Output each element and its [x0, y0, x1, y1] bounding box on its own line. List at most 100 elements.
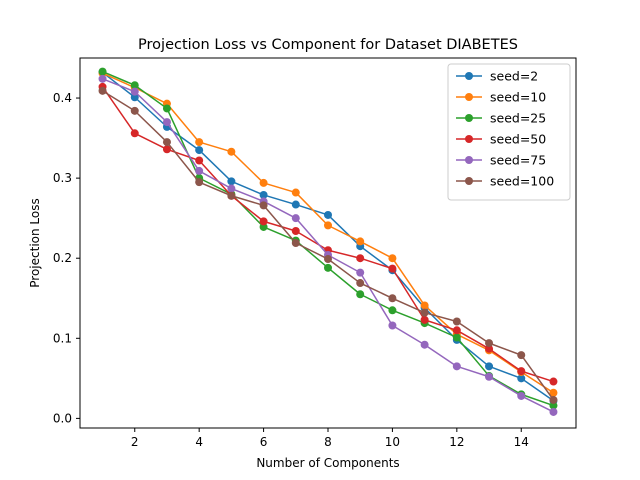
x-tick-label: 8: [324, 435, 332, 449]
y-tick-label: 0.0: [53, 411, 72, 425]
data-point: [162, 104, 171, 113]
data-point: [452, 333, 461, 342]
legend-item: seed=25: [456, 111, 546, 126]
y-tick-label: 0.4: [53, 91, 72, 105]
data-point: [98, 67, 107, 76]
data-point: [259, 222, 268, 231]
data-point: [420, 301, 429, 310]
data-point: [388, 321, 397, 330]
data-point: [485, 372, 494, 381]
data-point: [195, 146, 204, 155]
data-point: [485, 339, 494, 348]
data-point: [549, 388, 558, 397]
data-point: [130, 106, 139, 115]
data-point: [291, 200, 300, 209]
data-point: [420, 315, 429, 324]
legend-label: seed=25: [490, 111, 546, 126]
data-point: [420, 340, 429, 349]
legend-item: seed=10: [456, 90, 546, 105]
data-point: [388, 306, 397, 315]
data-point: [549, 401, 558, 410]
data-point: [452, 362, 461, 371]
legend-label: seed=2: [490, 69, 538, 84]
data-point: [227, 147, 236, 156]
series-seed-75: [98, 74, 558, 416]
data-point: [485, 344, 494, 353]
data-point: [388, 254, 397, 263]
data-point: [130, 81, 139, 90]
legend-label: seed=10: [490, 90, 546, 105]
data-point: [259, 190, 268, 199]
legend-marker: [465, 135, 473, 143]
legend-marker: [465, 93, 473, 101]
data-point: [388, 294, 397, 303]
data-point: [324, 255, 332, 264]
data-point: [291, 226, 300, 235]
data-point: [324, 221, 332, 230]
data-point: [130, 93, 139, 102]
data-point: [195, 166, 204, 175]
data-point: [324, 263, 332, 272]
data-point: [259, 217, 268, 226]
data-point: [291, 239, 300, 247]
data-point: [517, 374, 526, 383]
data-point: [517, 367, 526, 376]
legend-box: [447, 63, 571, 201]
legend-label: seed=75: [490, 153, 546, 168]
legend-item: seed=100: [456, 174, 554, 189]
x-tick-label: 2: [131, 435, 139, 449]
legend: seed=2 seed=10 seed=25 seed=50 seed=75 seed=1…: [447, 63, 571, 201]
data-point: [452, 326, 461, 335]
data-point: [259, 201, 268, 210]
x-tick-label: 14: [514, 435, 529, 449]
data-point: [356, 290, 365, 299]
data-point: [517, 351, 526, 360]
legend-item: seed=75: [456, 153, 546, 168]
x-axis-label: Number of Components: [256, 456, 399, 470]
x-tick-label: 4: [195, 435, 203, 449]
data-point: [227, 191, 236, 200]
data-point: [227, 177, 236, 186]
data-point: [356, 237, 365, 246]
y-tick-label: 0.2: [53, 251, 72, 265]
data-point: [130, 129, 139, 138]
data-point: [130, 87, 139, 96]
y-tick-label: 0.1: [53, 331, 72, 345]
x-tick-label: 12: [449, 435, 464, 449]
data-point: [291, 188, 300, 197]
legend-label: seed=100: [490, 174, 554, 189]
data-point: [195, 156, 204, 165]
series-seed-100: [98, 86, 558, 404]
legend-marker: [465, 114, 473, 122]
data-point: [162, 118, 171, 127]
data-point: [195, 178, 204, 187]
data-point: [420, 308, 429, 317]
data-point: [259, 178, 268, 187]
data-point: [452, 317, 461, 326]
data-point: [388, 264, 397, 273]
x-tick-label: 6: [260, 435, 268, 449]
legend-label: seed=50: [490, 132, 546, 147]
data-point: [517, 391, 526, 400]
data-point: [356, 254, 365, 263]
data-point: [162, 145, 171, 154]
axes: 2 4 6 8 10 12 14 0.0 0.1 0.2 0.3 0.4: [53, 91, 529, 449]
data-point: [195, 138, 204, 147]
data-point: [98, 74, 107, 83]
data-point: [485, 362, 494, 371]
data-point: [98, 86, 107, 95]
y-axis-label: Projection Loss: [28, 198, 42, 287]
data-point: [324, 210, 332, 219]
x-tick-label: 10: [385, 435, 400, 449]
data-point: [549, 377, 558, 386]
legend-marker: [465, 177, 473, 185]
data-point: [291, 214, 300, 223]
y-tick-label: 0.3: [53, 171, 72, 185]
plot-area: [98, 67, 558, 416]
data-point: [549, 407, 558, 416]
legend-marker: [465, 72, 473, 80]
data-point: [356, 279, 365, 288]
data-point: [162, 138, 171, 147]
